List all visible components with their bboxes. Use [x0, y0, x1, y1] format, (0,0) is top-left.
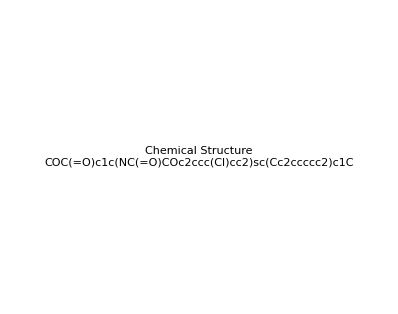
Text: Chemical Structure
COC(=O)c1c(NC(=O)COc2ccc(Cl)cc2)sc(Cc2ccccc2)c1C: Chemical Structure COC(=O)c1c(NC(=O)COc2… — [44, 146, 354, 168]
